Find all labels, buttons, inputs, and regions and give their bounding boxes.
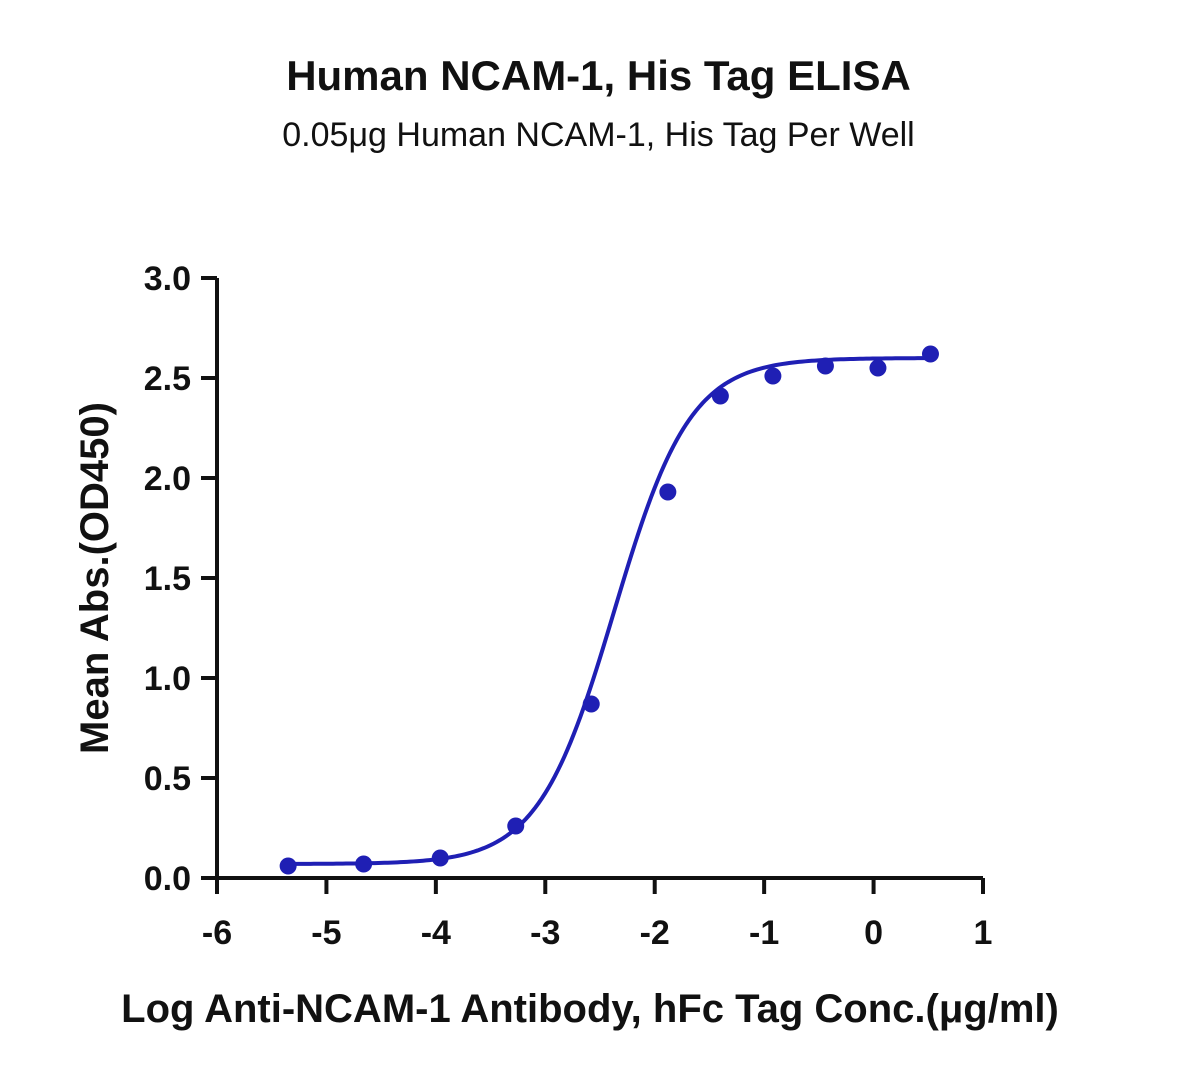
chart-subtitle: 0.05μg Human NCAM-1, His Tag Per Well xyxy=(282,116,915,154)
x-tick-label: -3 xyxy=(530,914,560,952)
data-point xyxy=(816,357,834,375)
x-tick-label: -4 xyxy=(421,914,451,952)
data-point xyxy=(431,849,449,867)
x-tick-label: -1 xyxy=(749,914,779,952)
y-tick-label: 0.5 xyxy=(144,760,191,798)
y-tick-label: 1.5 xyxy=(144,560,191,598)
fit-curve xyxy=(288,356,931,866)
axes: 0.0 0.5 1.0 1.5 2.0 2.5 3.0 -6 -5 -4 -3 -2 -1 0 1 xyxy=(144,260,993,952)
y-axis-label: Mean Abs.(OD450) xyxy=(73,402,117,754)
x-axis-label: Log Anti-NCAM-1 Antibody, hFc Tag Conc.(… xyxy=(121,987,1059,1031)
x-tick-label: 0 xyxy=(864,914,883,952)
data-point xyxy=(582,695,600,713)
y-tick-label: 2.5 xyxy=(144,360,191,398)
data-point xyxy=(869,359,887,377)
data-point xyxy=(279,857,297,875)
y-tick-label: 2.0 xyxy=(144,460,191,498)
x-tick-label: -2 xyxy=(640,914,670,952)
x-tick-label: -5 xyxy=(311,914,341,952)
fit-curve-layer xyxy=(288,356,931,866)
y-tick-label: 1.0 xyxy=(144,660,191,698)
data-points-layer xyxy=(279,345,939,875)
data-point xyxy=(711,387,729,405)
chart-title: Human NCAM-1, His Tag ELISA xyxy=(286,52,911,99)
data-point xyxy=(764,367,782,385)
x-tick-label: 1 xyxy=(974,914,993,952)
y-tick-label: 0.0 xyxy=(144,860,191,898)
y-tick-label: 3.0 xyxy=(144,260,191,298)
data-point xyxy=(921,345,939,363)
x-tick-label: -6 xyxy=(202,914,232,952)
data-point xyxy=(355,855,373,873)
data-point xyxy=(659,483,677,501)
data-point xyxy=(507,817,525,835)
axis-labels-layer: Log Anti-NCAM-1 Antibody, hFc Tag Conc.(… xyxy=(73,402,1059,1031)
